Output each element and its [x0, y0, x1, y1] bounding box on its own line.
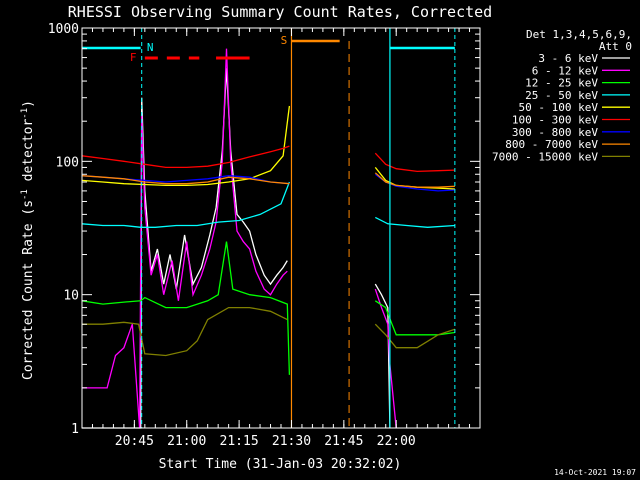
- legend-header-line1: Det 1,3,4,5,6,9,: [526, 28, 632, 41]
- annotation-label-s: S: [281, 34, 288, 47]
- series-line-0-seg-0: [82, 68, 288, 429]
- x-axis-ticks: 20:45 21:00 21:15 21:30 21:45 22:00: [91, 28, 471, 449]
- y-axis-label-mid: detector: [21, 119, 36, 190]
- series-line-3-seg-1: [375, 216, 455, 228]
- footer-date: 14-Oct-2021 19:07: [554, 468, 636, 477]
- plot-marks: [81, 48, 456, 429]
- legend-label-1: 6 - 12 keV: [532, 64, 599, 77]
- series-line-7-seg-1: [374, 172, 455, 188]
- x-axis-label: Start Time (31-Jan-03 20:32:02): [159, 457, 402, 472]
- y-axis-label-sup1: -1: [20, 189, 30, 200]
- legend-label-0: 3 - 6 keV: [538, 52, 598, 65]
- y-tick-label-3: 1000: [48, 22, 79, 37]
- y-tick-label-1: 10: [63, 289, 79, 304]
- x-tick-label-2: 21:15: [220, 434, 259, 449]
- series-line-3-seg-0: [81, 181, 291, 228]
- annotation-layer: NF S: [82, 28, 456, 428]
- x-tick-label-0: 20:45: [115, 434, 154, 449]
- legend-label-3: 25 - 50 keV: [525, 89, 598, 102]
- legend-label-2: 12 - 25 keV: [525, 77, 598, 90]
- legend-label-6: 300 - 800 keV: [512, 126, 598, 139]
- y-axis-label: Corrected Count Rate (s-1 detector-1): [20, 100, 36, 380]
- series-line-7-seg-0: [81, 175, 290, 185]
- series-line-1-seg-1: [374, 288, 397, 429]
- series-line-5-seg-0: [81, 145, 290, 169]
- legend-label-4: 50 - 100 keV: [519, 101, 599, 114]
- series-line-1-seg-0: [82, 48, 288, 429]
- x-tick-label-5: 22:00: [377, 434, 416, 449]
- annotation-label-f: F: [130, 51, 137, 64]
- y-axis-ticks: 1 10 100 1000: [48, 22, 480, 437]
- legend-label-8: 7000 - 15000 keV: [492, 150, 598, 163]
- y-tick-label-2: 100: [56, 155, 79, 170]
- series-line-0-seg-1: [374, 283, 391, 429]
- x-tick-label-3: 21:30: [272, 434, 311, 449]
- y-tick-label-0: 1: [71, 422, 79, 437]
- series-line-2-seg-0: [81, 241, 291, 375]
- series-line-8-seg-0: [82, 306, 288, 357]
- y-axis-label-sup2: -1: [20, 108, 30, 119]
- legend-label-7: 800 - 7000 keV: [505, 138, 598, 151]
- x-tick-label-4: 21:45: [324, 434, 363, 449]
- y-axis-label-main: Corrected Count Rate (s: [21, 200, 36, 380]
- legend-label-5: 100 - 300 keV: [512, 114, 598, 127]
- annotation-label-n: N: [147, 41, 154, 54]
- legend-header-line2: Att 0: [599, 40, 632, 53]
- x-tick-label-1: 21:00: [167, 434, 206, 449]
- chart-title: RHESSI Observing Summary Count Rates, Co…: [68, 3, 492, 21]
- series-line-5-seg-1: [374, 152, 455, 173]
- y-axis-label-end: ): [21, 100, 36, 108]
- series-line-4-seg-0: [81, 105, 291, 187]
- series-line-8-seg-1: [374, 323, 456, 349]
